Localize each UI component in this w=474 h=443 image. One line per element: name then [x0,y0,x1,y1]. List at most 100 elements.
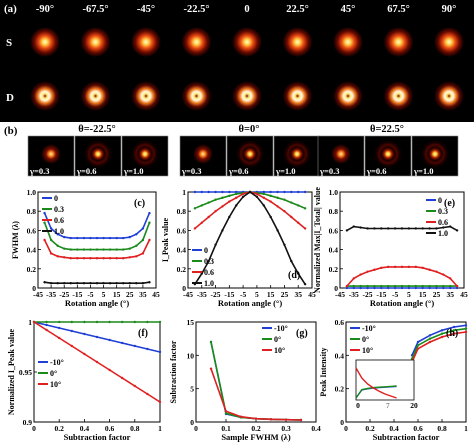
data-point [193,227,197,230]
d-spot [131,81,161,111]
y-axis-label: Subtraction factor [169,340,178,403]
y-tick-label: 1 [182,188,186,197]
data-point [224,412,228,415]
data-point [108,236,112,240]
data-point [221,196,224,199]
angle-label: -45° [137,4,155,15]
legend-label: 0.6 [54,216,64,225]
data-point [82,248,86,251]
data-point [141,238,145,242]
data-point [63,235,66,239]
d-spot [30,81,60,111]
y-tick-label: 0.9 [23,418,33,427]
y-axis-label: Peak Intensity [319,347,328,396]
data-point [400,286,404,290]
x-tick-label: 0.3 [281,424,291,433]
data-point [297,272,300,275]
data-point [76,257,79,260]
panel-label: (g) [296,328,308,339]
data-point [121,341,124,345]
data-point [400,227,404,230]
data-point [255,192,259,196]
legend-label: 0.6 [438,218,448,227]
panel-label: (d) [288,270,300,281]
data-point [102,248,105,251]
angle-label: 67.5° [387,4,410,15]
data-point [303,227,307,230]
data-point [95,257,99,260]
data-point [108,368,111,372]
gamma-label: γ=1.0 [275,166,295,176]
y-tick-label: 15 [187,318,195,327]
data-point [200,204,203,207]
data-point [452,329,456,332]
data-point [276,205,279,208]
plot-frame [195,321,317,423]
b-spot [283,140,311,168]
d-spot [282,81,313,111]
data-point [290,201,293,204]
gamma-label: γ=0.6 [76,166,96,176]
data-point [373,268,376,271]
data-point [95,282,99,285]
s-spot [181,27,212,57]
x-tick-label: 0.4 [311,424,321,433]
data-point [128,235,131,239]
x-axis-label: Rotation angle (°) [65,298,129,308]
data-point [148,211,151,215]
legend-label: -10° [362,324,376,333]
data-point [148,281,151,284]
x-tick-label: -5 [392,290,398,299]
data-point [70,344,74,348]
data-point [303,190,307,194]
data-point [414,284,417,288]
plot-frame [37,191,157,289]
data-point [69,282,72,285]
data-point [102,257,105,260]
legend-label: 0.3 [204,257,214,266]
data-point [133,320,136,324]
data-point [56,233,59,236]
data-point [352,286,355,290]
data-point [373,286,376,290]
data-point [421,284,424,288]
data-point [58,336,61,340]
x-tick-label: -15 [224,290,234,299]
y-axis-label: Normalized I_Peak value [7,328,16,415]
data-point [158,350,162,354]
legend-label: 0.6 [204,268,214,277]
data-point [269,200,272,203]
data-point [428,337,432,340]
gamma-label: γ=0.3 [181,166,201,176]
s-spot [131,27,161,57]
data-point [89,236,92,240]
plot-frame [339,191,465,289]
data-point [366,227,369,230]
b-spot [331,144,351,164]
x-tick-label: -15 [72,290,82,299]
data-point [380,266,383,270]
d-spot [80,81,111,111]
x-tick-label: 25 [126,290,134,299]
data-point [115,257,118,260]
panel-label: (h) [446,328,458,339]
data-point [455,284,459,288]
data-point [283,190,286,194]
data-point [43,281,46,284]
data-point [115,236,118,240]
data-point [70,320,74,324]
data-point [49,282,53,285]
data-point [95,320,99,324]
x-tick-label: 0.4 [389,424,399,433]
data-point [416,340,420,344]
y-tick-label: 0.8 [27,207,37,216]
data-point [241,195,245,198]
data-point [449,225,452,228]
data-point [56,255,59,258]
data-point [108,338,111,342]
y-axis-label: Normalized Max|I_Total| value [313,187,322,293]
y-tick-label: 5 [190,385,194,394]
data-point [214,190,217,194]
data-point [228,190,231,194]
data-point [455,229,459,232]
